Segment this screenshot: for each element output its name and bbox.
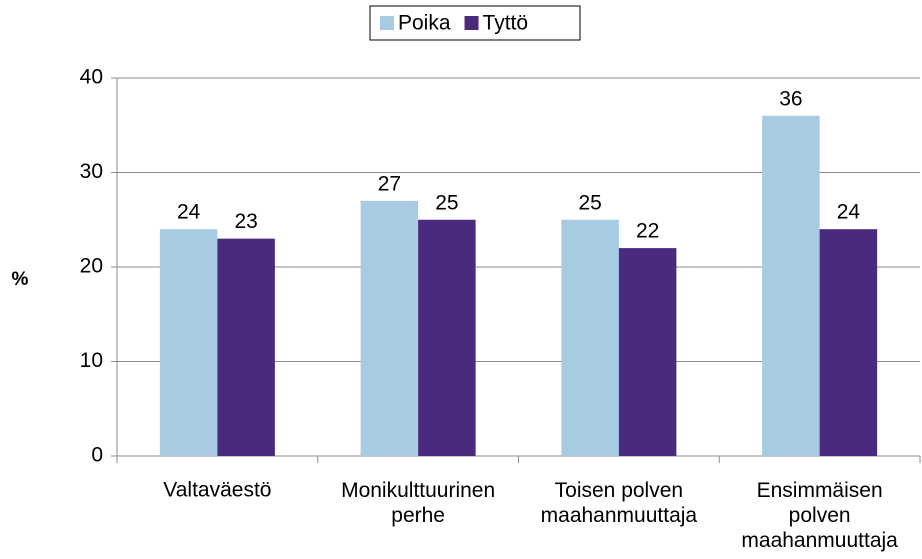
- x-tick-label: Monikulttuurinen perhe: [341, 479, 495, 527]
- legend-swatch: [380, 16, 394, 30]
- y-tick-label: 40: [80, 66, 103, 89]
- bar: [762, 115, 820, 457]
- y-tick-label: 0: [91, 444, 103, 467]
- bar: [618, 248, 677, 456]
- bar: [561, 219, 619, 456]
- bar: [217, 238, 275, 456]
- data-label: 25: [578, 191, 601, 214]
- bar: [819, 229, 878, 456]
- x-tick-label: Ensimmäisen polven maahanmuuttaja: [741, 479, 898, 552]
- y-tick-label: 10: [80, 349, 103, 372]
- x-tick-label: Toisen polven maahanmuuttaja: [541, 479, 698, 527]
- data-label: 25: [435, 191, 458, 214]
- data-label: 24: [837, 201, 861, 224]
- data-label: 22: [636, 220, 659, 243]
- data-label: 36: [779, 87, 802, 110]
- data-label: 27: [378, 172, 401, 195]
- data-label: 23: [234, 210, 257, 233]
- x-tick-label: Valtaväestö: [163, 479, 271, 502]
- bar: [360, 200, 419, 456]
- bar: [418, 219, 476, 456]
- legend-label: Tyttö: [483, 12, 529, 35]
- legend-label: Poika: [398, 12, 451, 35]
- legend-swatch: [464, 16, 479, 30]
- y-axis-label: %: [12, 269, 29, 290]
- y-tick-label: 30: [80, 160, 103, 183]
- y-tick-label: 20: [80, 255, 103, 278]
- bar: [159, 229, 218, 456]
- data-label: 24: [177, 201, 201, 224]
